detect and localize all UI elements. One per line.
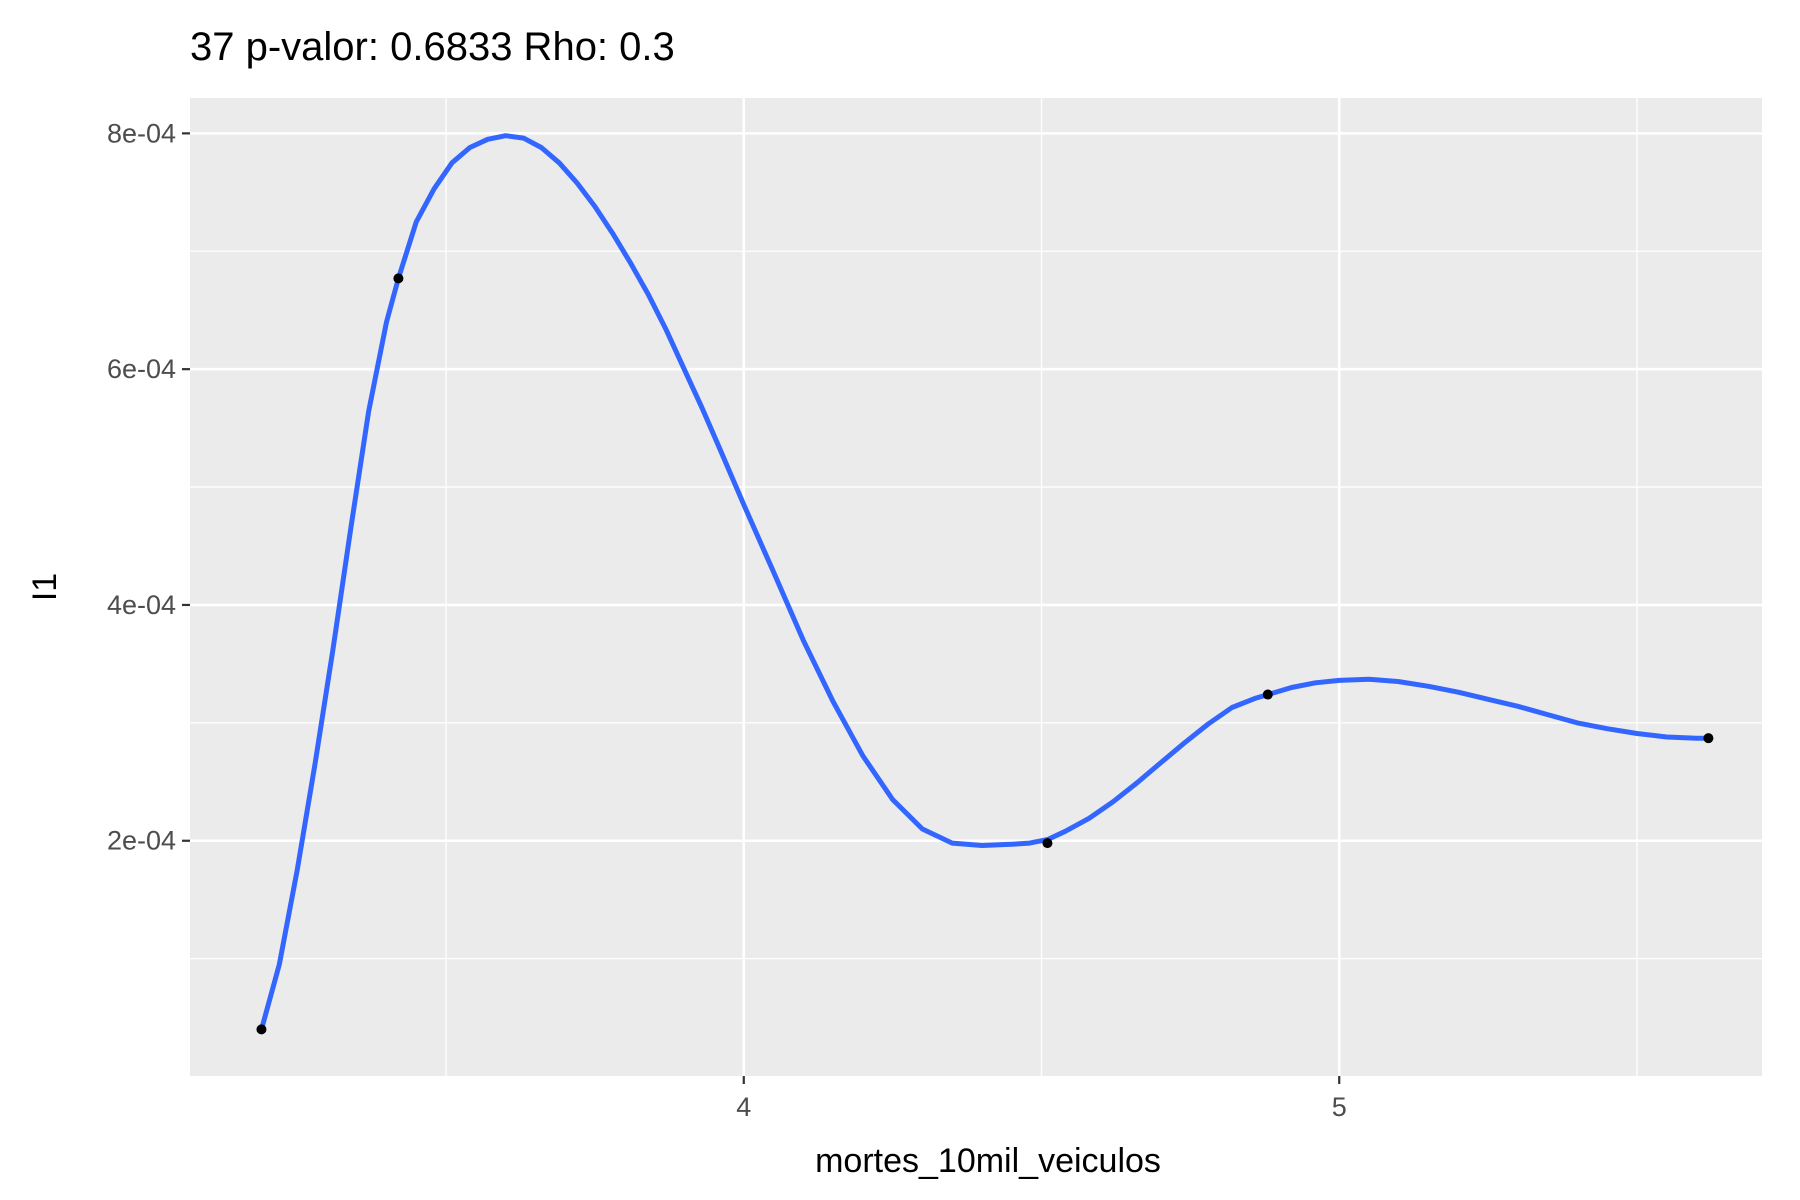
data-point — [393, 273, 404, 284]
y-tick-label: 4e-04 — [107, 590, 176, 620]
x-tick-label: 5 — [1332, 1092, 1347, 1122]
data-point — [1042, 838, 1053, 849]
x-axis-title: mortes_10mil_veiculos — [815, 1142, 1161, 1180]
data-point — [256, 1024, 267, 1035]
y-axis: 2e-04 4e-04 6e-04 8e-04 — [107, 118, 190, 856]
series-layer — [259, 133, 1711, 1032]
y-tick-label: 2e-04 — [107, 826, 176, 856]
x-tick-label: 4 — [736, 1092, 751, 1122]
y-tick-label: 6e-04 — [107, 354, 176, 384]
minor-gridlines — [190, 98, 1762, 1076]
points-layer — [256, 273, 1714, 1035]
chart-title: 37 p-valor: 0.6833 Rho: 0.3 — [190, 25, 675, 69]
data-point — [1262, 689, 1273, 700]
major-gridlines — [190, 98, 1762, 1076]
y-axis-title: I1 — [26, 573, 64, 601]
data-point — [1703, 733, 1714, 744]
smooth-line — [259, 133, 1711, 1032]
y-tick-label: 8e-04 — [107, 118, 176, 148]
plot-panel — [190, 98, 1762, 1076]
